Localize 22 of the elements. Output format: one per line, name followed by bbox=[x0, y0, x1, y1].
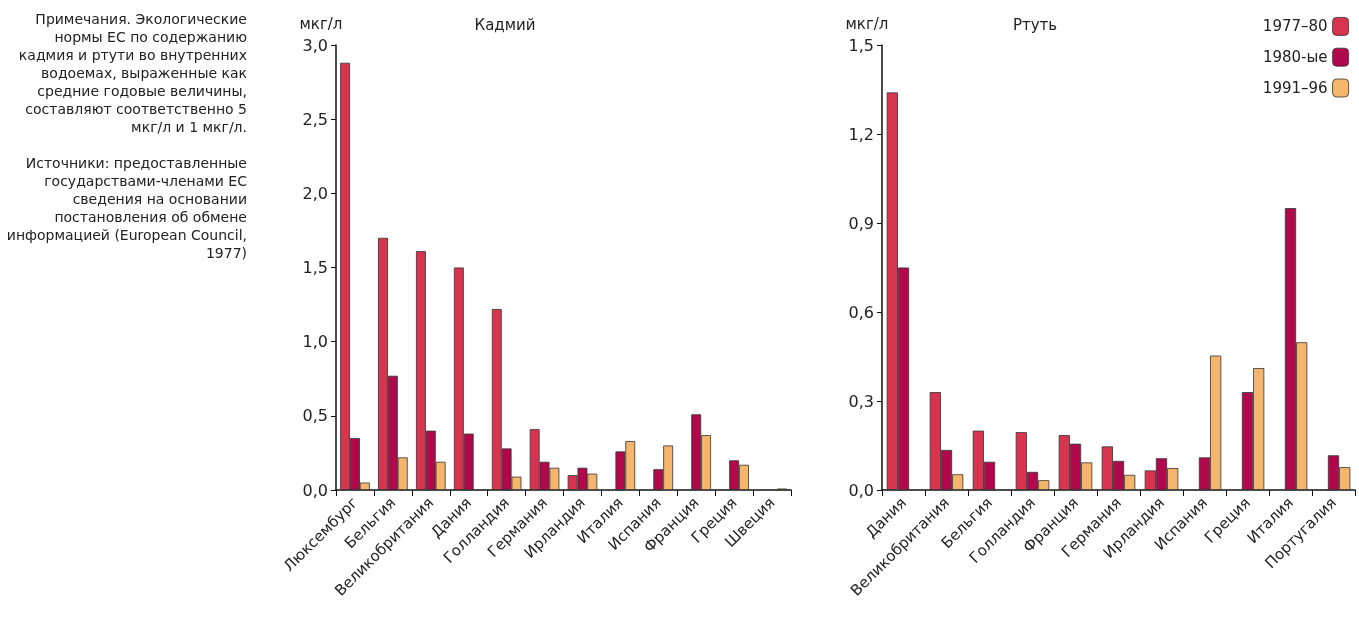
legend-label: 1977–80 bbox=[1262, 17, 1328, 36]
y-tick-label: 3,0 bbox=[302, 35, 328, 55]
chart-title: Кадмий bbox=[474, 15, 536, 34]
y-tick-label: 0,3 bbox=[848, 391, 874, 411]
y-axis-title: мкг/л bbox=[299, 14, 343, 33]
text: Примечания. Экологические нормы ЕС по содержанию кадмия и ртути во внутренних водоемах, выраженные как средние годовые величины, составляют соответственно 5 мкг/л и 1 мкг/л. bbox=[17, 10, 247, 136]
y-tick-label: 0,0 bbox=[848, 480, 874, 500]
legend-label: 1991–96 bbox=[1262, 79, 1328, 97]
legend-label: 1980-ые bbox=[1262, 48, 1328, 67]
y-tick-label: 2,5 bbox=[302, 109, 328, 129]
y-tick-label: 1,5 bbox=[302, 258, 328, 277]
y-tick-label: 2,0 bbox=[302, 183, 328, 203]
y-tick-label: 0,5 bbox=[302, 406, 328, 426]
y-tick-label: 0,6 bbox=[848, 302, 874, 322]
y-tick-label: 1,0 bbox=[302, 332, 328, 352]
text: Источники: предоставленные государствами-членами ЕС сведения на основании постановления об обмене информацией (European Council, 1977) bbox=[5, 154, 247, 262]
y-tick-label: 1,2 bbox=[848, 124, 874, 144]
y-tick-label: 1,5 bbox=[848, 35, 874, 55]
y-axis-title: мкг/л bbox=[845, 14, 889, 33]
chart-title: Ртуть bbox=[1012, 15, 1058, 34]
y-tick-label: 0,0 bbox=[302, 480, 328, 500]
y-tick-label: 0,9 bbox=[848, 213, 874, 233]
